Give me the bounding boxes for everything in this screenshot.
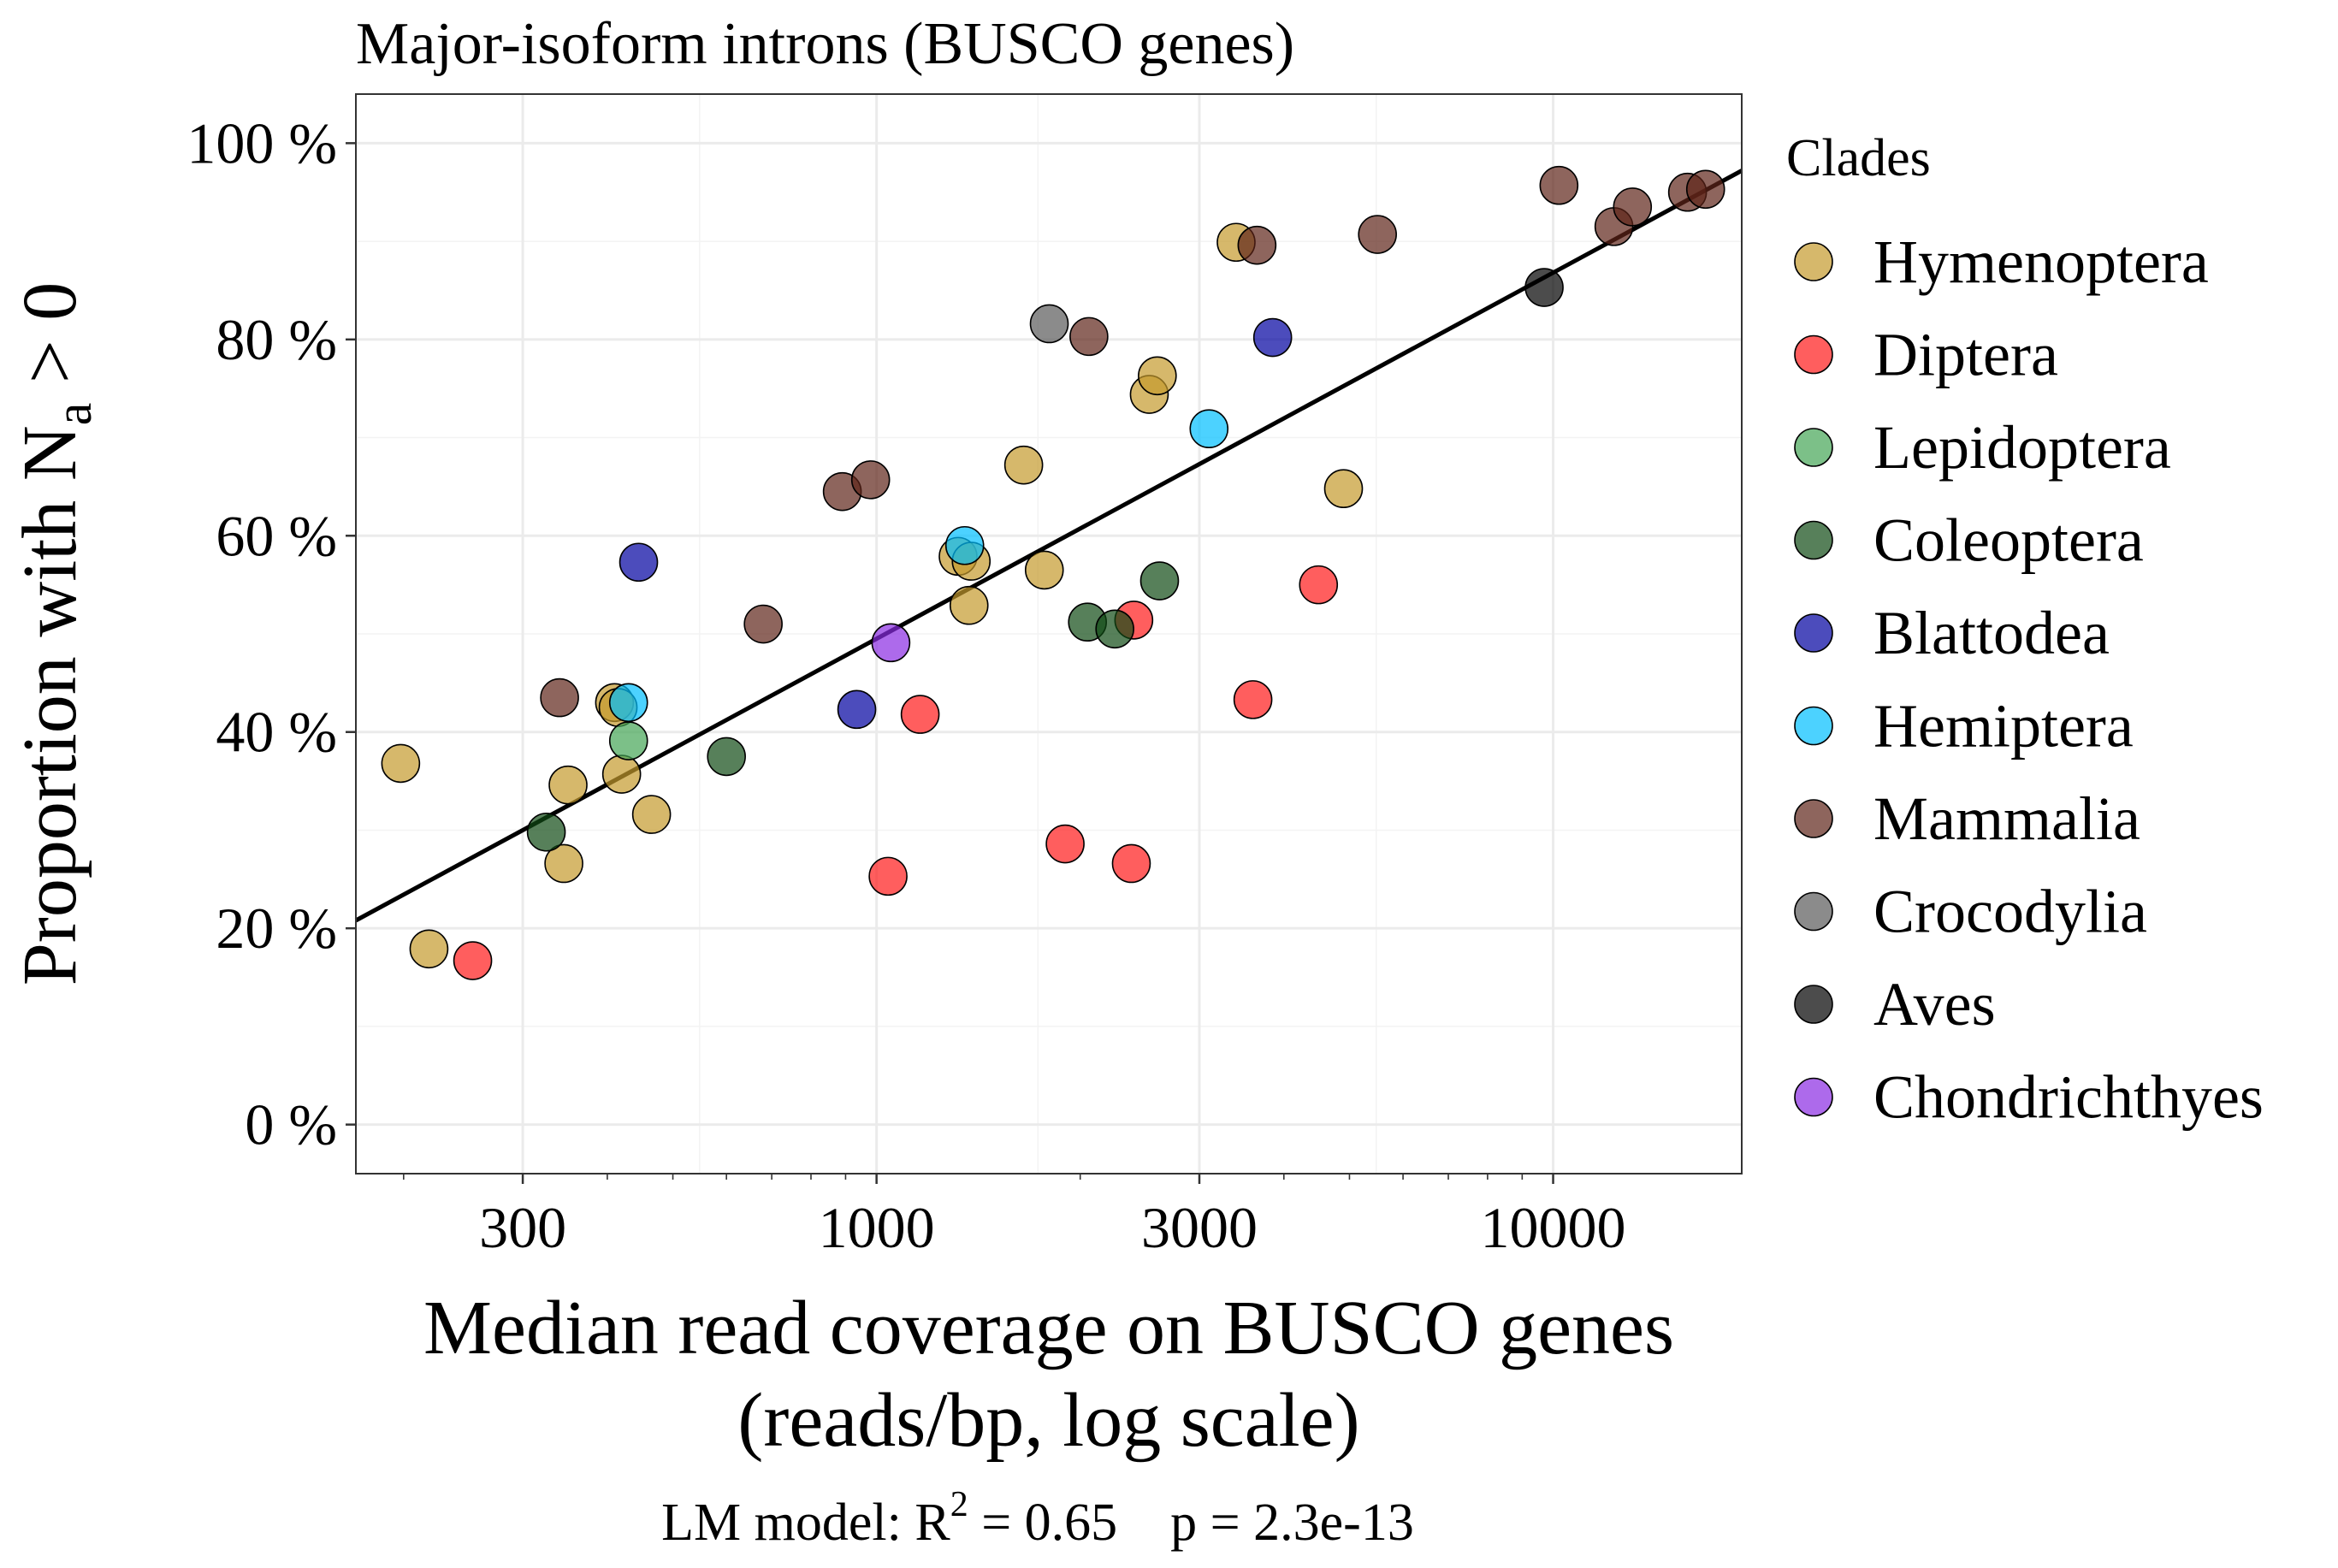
model-footnote: LM model: R2 = 0.65 p = 2.3e-13: [661, 1485, 1414, 1552]
y-axis-title-main: Proportion with N: [8, 425, 92, 985]
legend-key-diptera: [1794, 334, 1833, 375]
legend-label-blattodea: Blattodea: [1873, 599, 2110, 667]
data-point-hymenoptera: [544, 843, 583, 884]
y-axis-title-subscript: a: [45, 403, 102, 426]
data-point-aves: [1524, 268, 1564, 307]
data-point-coleoptera: [1139, 561, 1180, 601]
x-tick-label: 300: [479, 1195, 566, 1260]
data-point-mammalia: [1069, 317, 1109, 357]
data-point-chondrichthyes: [871, 623, 911, 663]
data-point-hymenoptera: [381, 743, 421, 784]
data-point-mammalia: [1358, 215, 1397, 254]
regression-layer: [354, 169, 1743, 923]
data-point-hymenoptera: [949, 585, 989, 625]
y-tick-label: 60 %: [216, 503, 337, 568]
data-point-coleoptera: [1095, 609, 1134, 649]
y-axis-title-suffix: > 0: [8, 282, 92, 403]
data-point-diptera: [900, 695, 940, 734]
y-tick-label: 80 %: [216, 307, 337, 372]
legend-title: Clades: [1786, 129, 1931, 187]
plot-panel-border: [355, 93, 1743, 1175]
data-point-diptera: [1111, 843, 1151, 884]
data-point-hymenoptera: [409, 929, 449, 969]
chart-title: Major-isoform introns (BUSCO genes): [356, 11, 1294, 77]
x-tick-label: 10000: [1481, 1195, 1626, 1260]
legend: Clades Hymenoptera Diptera Lepidoptera Cole…: [1786, 129, 2264, 1132]
points-layer: [381, 165, 1725, 980]
legend-key-hemiptera: [1794, 706, 1833, 746]
y-tick-label: 100 %: [186, 110, 337, 175]
minor-gridlines: [356, 94, 1742, 1174]
footnote-superscript: 2: [950, 1485, 968, 1524]
data-point-blattodea: [619, 542, 659, 583]
data-point-hemiptera: [944, 525, 985, 565]
data-point-diptera: [868, 856, 908, 896]
legend-label-diptera: Diptera: [1873, 321, 2058, 389]
data-point-coleoptera: [707, 737, 746, 777]
data-point-mammalia: [1237, 225, 1277, 265]
legend-label-hemiptera: Hemiptera: [1873, 692, 2134, 760]
x-tick-label: 1000: [819, 1195, 935, 1260]
legend-key-hymenoptera: [1794, 242, 1833, 281]
data-point-hymenoptera: [1138, 356, 1177, 396]
legend-key-crocodylia: [1794, 891, 1833, 932]
legend-key-mammalia: [1794, 799, 1833, 838]
data-point-hemiptera: [1189, 409, 1229, 449]
data-point-diptera: [1045, 824, 1085, 864]
footnote-rest: = 0.65 p = 2.3e-13: [968, 1494, 1414, 1552]
data-point-coleoptera: [526, 812, 566, 852]
data-point-hemiptera: [608, 683, 648, 723]
data-point-mammalia: [850, 460, 891, 500]
x-axis-title-line-1: Median read coverage on BUSCO genes: [423, 1286, 1674, 1370]
data-point-mammalia: [743, 604, 783, 644]
data-point-mammalia: [1539, 165, 1579, 205]
data-point-mammalia: [1685, 169, 1725, 210]
data-point-blattodea: [837, 689, 877, 730]
x-tick-label: 3000: [1141, 1195, 1258, 1260]
y-axis-title: Proportion with Na > 0: [8, 282, 102, 985]
data-point-crocodylia: [1029, 304, 1069, 344]
data-point-lepidoptera: [608, 721, 648, 760]
legend-key-lepidoptera: [1794, 428, 1833, 467]
data-point-blattodea: [1252, 317, 1293, 358]
data-point-hymenoptera: [631, 795, 672, 834]
data-point-hymenoptera: [548, 765, 588, 805]
legend-key-aves: [1794, 985, 1833, 1024]
y-tick-label: 0 %: [245, 1092, 337, 1157]
legend-key-chondrichthyes: [1794, 1077, 1833, 1117]
data-point-mammalia: [540, 677, 579, 718]
legend-key-coleoptera: [1794, 520, 1833, 560]
x-axis-title-line-2: (reads/bp, log scale): [737, 1378, 1359, 1463]
legend-label-hymenoptera: Hymenoptera: [1873, 228, 2209, 296]
data-point-hymenoptera: [1323, 469, 1364, 509]
legend-label-coleoptera: Coleoptera: [1873, 506, 2144, 575]
data-point-hymenoptera: [601, 754, 642, 794]
legend-label-aves: Aves: [1873, 970, 1996, 1038]
legend-label-chondrichthyes: Chondrichthyes: [1873, 1063, 2264, 1132]
data-point-diptera: [1299, 565, 1339, 605]
y-tick-label: 40 %: [216, 700, 337, 765]
y-axis: 0 % 20 % 40 % 60 % 80 % 100 %: [186, 110, 356, 1157]
y-tick-label: 20 %: [216, 896, 337, 961]
legend-key-blattodea: [1794, 613, 1833, 653]
x-axis: 300 1000 3000 10000: [403, 1174, 1626, 1260]
data-point-hymenoptera: [1024, 550, 1064, 590]
data-point-diptera: [1233, 680, 1273, 719]
data-point-hymenoptera: [1003, 445, 1044, 485]
legend-label-mammalia: Mammalia: [1873, 784, 2140, 853]
regression-line: [354, 169, 1743, 923]
data-point-diptera: [453, 941, 493, 980]
data-point-mammalia: [1613, 187, 1653, 227]
legend-label-lepidoptera: Lepidoptera: [1873, 413, 2171, 482]
legend-label-crocodylia: Crocodylia: [1873, 878, 2147, 946]
footnote-prefix: LM model: R: [661, 1494, 950, 1552]
